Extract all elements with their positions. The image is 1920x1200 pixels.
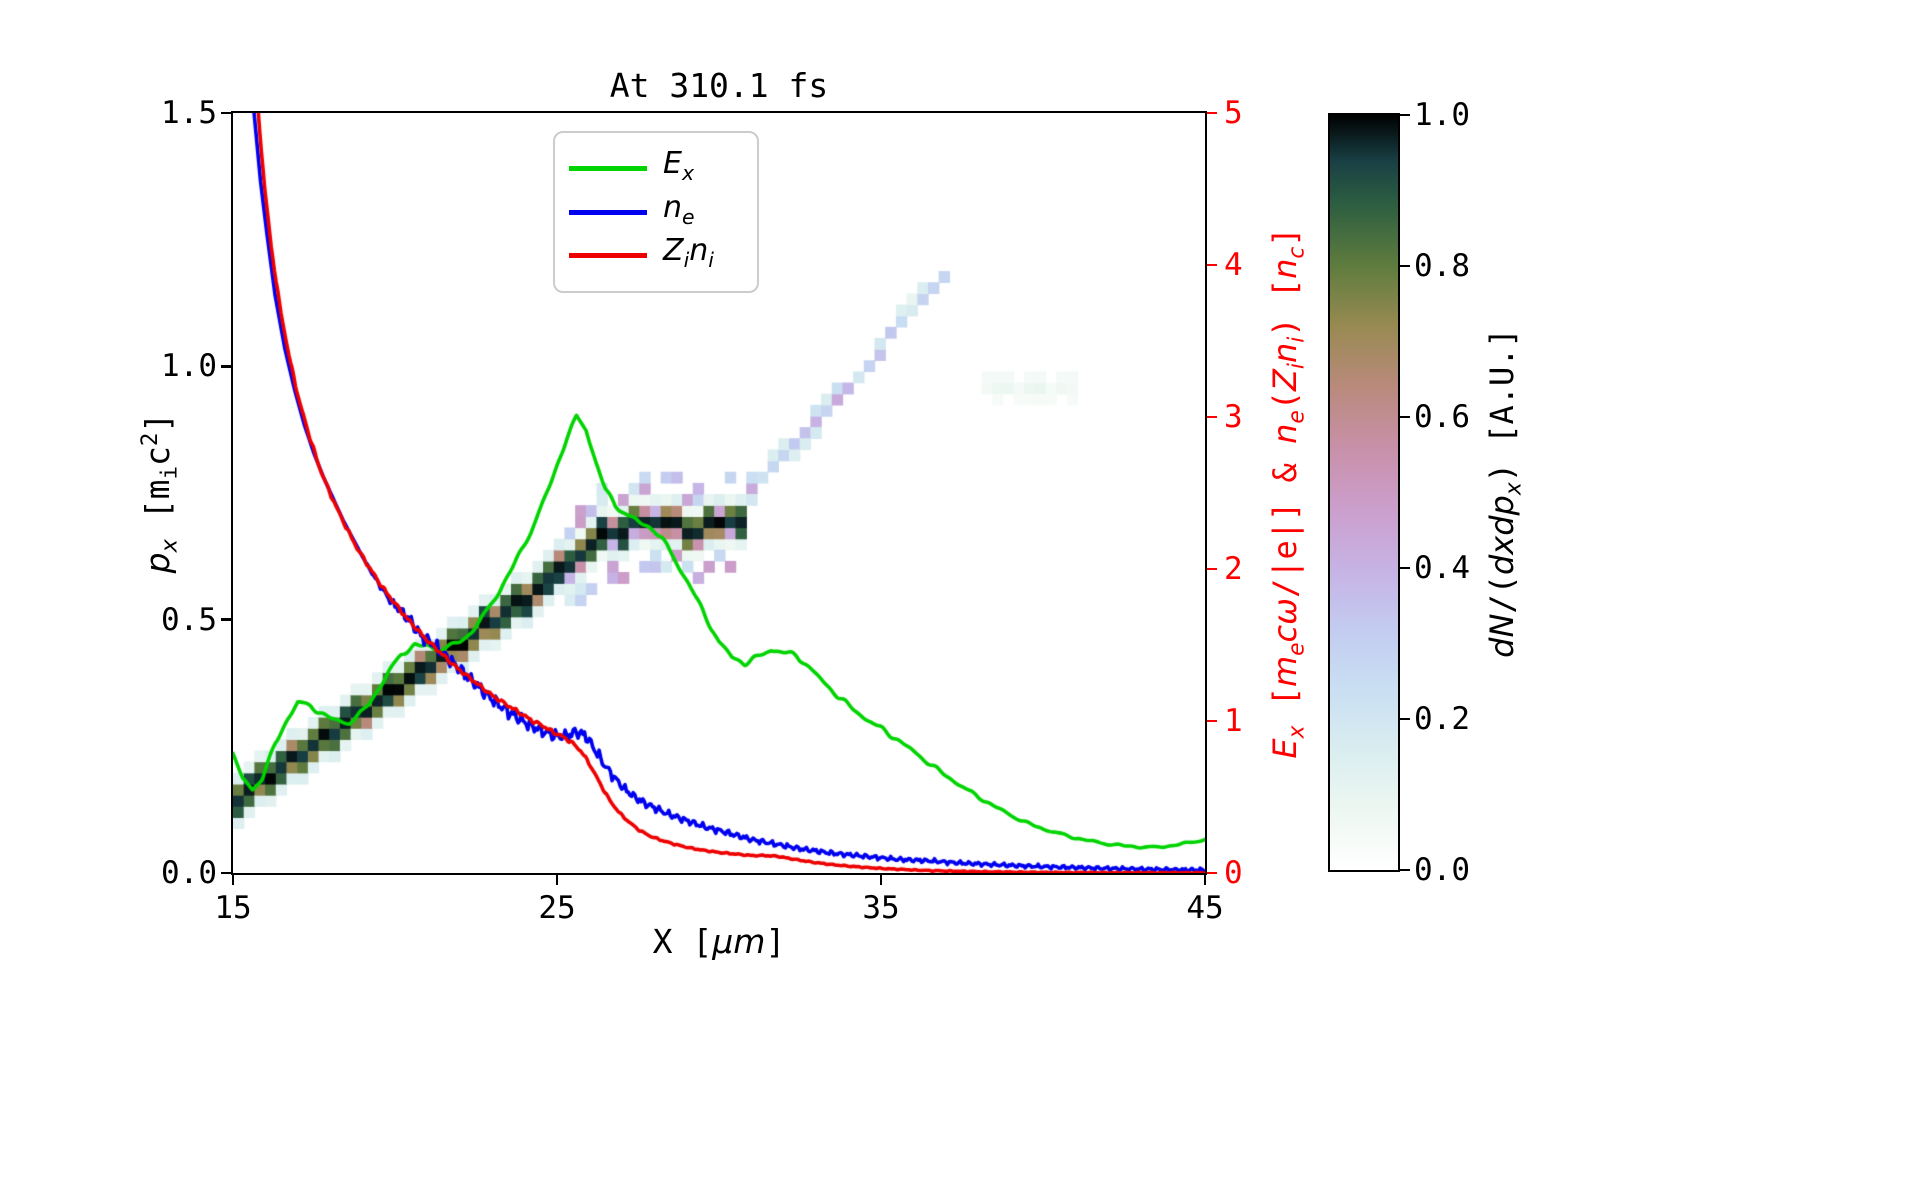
colorbar-tick-mark: [1400, 566, 1410, 570]
colorbar-tick-mark: [1400, 113, 1410, 117]
legend-entry-zini: Zini: [569, 234, 757, 277]
legend-label-ne: ne: [663, 189, 695, 229]
y-left-tick-mark: [221, 365, 231, 368]
y-right-tick-label: 1: [1224, 703, 1243, 739]
legend-line-ex: [569, 166, 647, 171]
colorbar-tick-label: 0.6: [1414, 399, 1470, 435]
colorbar: [1328, 113, 1400, 872]
y-left-tick-mark: [221, 111, 231, 115]
colorbar-tick-mark: [1400, 717, 1410, 721]
y-axis-label-right: Ex [mecω/|e|] & ne(Zini) [nc]: [1266, 227, 1310, 759]
chart-title: At 310.1 fs: [609, 66, 829, 105]
x-tick-mark: [231, 875, 235, 885]
legend-label-ex: Ex: [663, 146, 695, 186]
y-right-tick-mark: [1207, 415, 1217, 419]
y-left-tick-label: 1.0: [161, 348, 217, 385]
x-tick-label: 15: [214, 890, 252, 926]
y-right-tick-mark: [1207, 871, 1217, 875]
colorbar-tick-mark: [1400, 264, 1410, 268]
legend: Ex ne Zini: [553, 131, 759, 293]
y-right-tick-label: 4: [1224, 247, 1243, 283]
y-right-tick-mark: [1207, 111, 1217, 115]
y-left-tick-label: 1.5: [161, 95, 217, 131]
x-tick-label: 25: [538, 890, 576, 926]
colorbar-tick-label: 0.4: [1414, 550, 1470, 586]
colorbar-tick-label: 0.2: [1414, 701, 1470, 737]
y-right-tick-label: 3: [1224, 399, 1243, 435]
colorbar-tick-mark: [1400, 415, 1410, 419]
y-right-tick-mark: [1207, 719, 1217, 723]
y-left-tick-label: 0.0: [161, 855, 217, 891]
y-axis-label-left: px [mic2]: [137, 412, 183, 574]
y-left-tick-mark: [221, 871, 231, 875]
y-right-tick-mark: [1207, 263, 1217, 267]
legend-entry-ne: ne: [569, 189, 757, 234]
x-tick-mark: [1203, 875, 1207, 885]
x-tick-mark: [555, 875, 559, 885]
y-right-tick-mark: [1207, 567, 1217, 571]
x-tick-mark: [879, 875, 883, 885]
colorbar-tick-label: 0.8: [1414, 248, 1470, 284]
legend-line-zini: [569, 253, 647, 258]
colorbar-tick-label: 1.0: [1414, 97, 1470, 133]
y-left-tick-label: 0.5: [161, 601, 217, 638]
y-left-tick-mark: [221, 618, 231, 621]
legend-entry-ex: Ex: [569, 147, 757, 190]
colorbar-tick-mark: [1400, 868, 1410, 872]
y-right-tick-label: 2: [1224, 551, 1243, 587]
x-tick-label: 45: [1186, 890, 1224, 926]
y-right-tick-label: 0: [1224, 855, 1243, 891]
x-axis-label: X [μm]: [652, 922, 786, 961]
y-right-tick-label: 5: [1224, 95, 1243, 131]
x-tick-label: 35: [862, 890, 900, 926]
colorbar-tick-label: 0.0: [1414, 852, 1470, 888]
legend-label-zini: Zini: [663, 233, 714, 273]
legend-line-ne: [569, 209, 647, 215]
